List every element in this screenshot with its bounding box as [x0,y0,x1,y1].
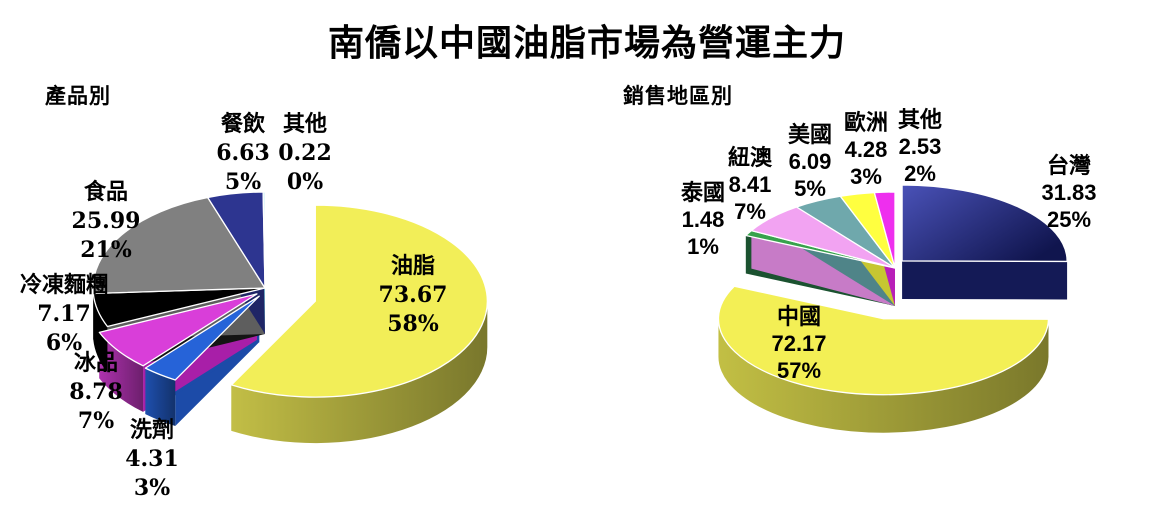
pie-0-label-5-name: 餐飲 [220,111,265,137]
pie-1-label-5-pct: 3% [850,164,882,189]
pie-0-label-5-value: 6.63 [216,140,270,166]
right-chart-header: 銷售地區別 [623,83,733,108]
pie-0-label-1-value: 4.31 [125,446,179,472]
pie-1-label-6-pct: 2% [904,161,936,186]
pie-1-label-2-value: 1.48 [681,207,725,232]
pie-1-label-3-value: 8.41 [728,172,772,197]
pie-1-label-1-value: 72.17 [771,331,827,356]
pie-0-label-0: 油脂 73.67 58% [328,252,498,339]
pie-1-label-5-name: 歐洲 [843,110,888,135]
pie-0-label-1-pct: 3% [133,475,171,501]
pie-1-label-5: 歐洲 4.28 3% [781,109,951,190]
pie-1-label-6: 其他 2.53 2% [835,106,1005,187]
pie-0-label-4: 食品 25.99 21% [21,178,191,265]
pie-1-slice-6-top [873,191,896,269]
pie-0-label-0-value: 73.67 [378,282,448,308]
pie-1-label-0: 台灣 31.83 25% [984,152,1154,233]
pie-1-label-4-pct: 5% [794,176,826,201]
pie-0-label-3-name: 冷凍麵糰 [19,272,108,298]
pie-1-slice-1-rim [718,318,1049,433]
pie-1-label-0-pct: 25% [1046,207,1092,232]
pie-0-label-2-value: 8.78 [69,379,123,405]
pie-1-label-1-name: 中國 [776,304,821,329]
pie-1-label-1-pct: 57% [776,358,822,383]
pie-0-label-1: 洗劑 4.31 3% [67,416,237,503]
pie-0-label-5: 餐飲 6.63 5% [158,110,328,197]
pie-0-label-2: 冰品 8.78 7% [11,349,181,436]
pie-1-label-0-value: 31.83 [1041,180,1097,205]
pie-1-label-3-name: 紐澳 [727,145,772,170]
pie-0-label-2-name: 冰品 [73,350,118,376]
pie-1-label-3-pct: 7% [734,199,766,224]
pie-0-slice-1-top [144,295,260,381]
pie-0-slice-4-top [92,196,266,295]
pie-1-label-4-name: 美國 [787,122,832,147]
chart-title: 南僑以中國油脂市場為營運主力 [327,22,846,63]
pie-1-label-2-pct: 1% [687,234,719,259]
pie-1-slice-1-top [717,285,1050,396]
pie-1-slice-3-wall-0 [751,230,895,306]
pie-1-label-0-name: 台灣 [1046,153,1091,178]
pie-0-label-6-name: 其他 [282,111,327,137]
pie-1-slice-0-top [901,184,1068,263]
pie-0-label-6-pct: 0% [286,169,324,195]
pie-0-slice-0-rim [231,301,488,444]
pie-0-slice-0-top [230,204,488,398]
pie-1-label-4: 美國 6.09 5% [725,121,895,202]
pie-1-label-2-name: 泰國 [680,180,725,205]
pie-0-label-6-value: 0.22 [278,140,332,166]
pie-1-label-3: 紐澳 8.41 7% [665,144,835,225]
pie-0-label-0-name: 油脂 [390,253,435,279]
left-chart-header: 產品別 [45,83,111,108]
pie-0-label-0-pct: 58% [387,311,439,337]
pie-1-slice-0-wall-1 [902,260,1068,300]
pie-0-label-2-pct: 7% [77,408,115,434]
pie-1-label-4-value: 6.09 [788,149,832,174]
pie-1-label-6-name: 其他 [897,107,942,132]
pie-1-label-6-value: 2.53 [898,134,942,159]
pie-0-slice-2-rim [99,332,144,412]
pie-0-label-6: 其他 0.22 0% [220,110,390,197]
pie-0-slice-2-top [98,293,258,367]
pie-0-label-1-name: 洗劑 [129,417,174,443]
pie-1-label-1: 中國 72.17 57% [714,303,884,384]
pie-0-slice-6-top [262,191,266,289]
pie-0-label-3-value: 7.17 [37,301,91,327]
pie-0-label-3: 冷凍麵糰 7.17 6% [0,271,149,358]
pie-0-label-4-name: 食品 [83,179,128,205]
pie-0-label-4-pct: 21% [80,237,132,263]
pie-1-label-2: 泰國 1.48 1% [618,179,788,260]
pie-1-label-5-value: 4.28 [844,137,888,162]
pie-0-label-3-pct: 6% [45,330,83,356]
pie-0-slice-1-rim [145,368,176,426]
pie-0-label-5-pct: 5% [224,169,262,195]
pie-0-label-4-value: 25.99 [71,208,141,234]
